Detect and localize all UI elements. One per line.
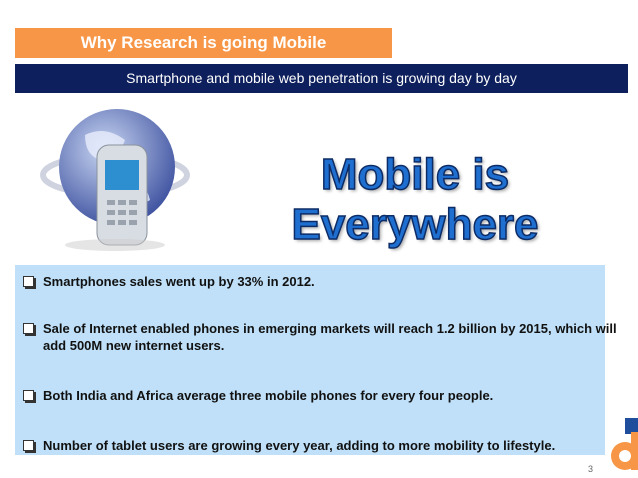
logo <box>611 418 638 470</box>
bullet: Both India and Africa average three mobi… <box>23 387 618 404</box>
bullet-box: Smartphones sales went up by 33% in 2012… <box>15 265 617 455</box>
hero-title: Mobile is Everywhere <box>291 149 540 250</box>
globe-phone-illustration <box>40 109 190 251</box>
bullet: Sale of Internet enabled phones in emerg… <box>23 320 618 354</box>
bullet: Number of tablet users are growing every… <box>23 437 618 454</box>
slide-subtitle: Smartphone and mobile web penetration is… <box>15 64 628 93</box>
bullet: Smartphones sales went up by 33% in 2012… <box>23 273 618 290</box>
page-number: 3 <box>588 464 594 474</box>
slide-title: Why Research is going Mobile <box>15 28 392 58</box>
